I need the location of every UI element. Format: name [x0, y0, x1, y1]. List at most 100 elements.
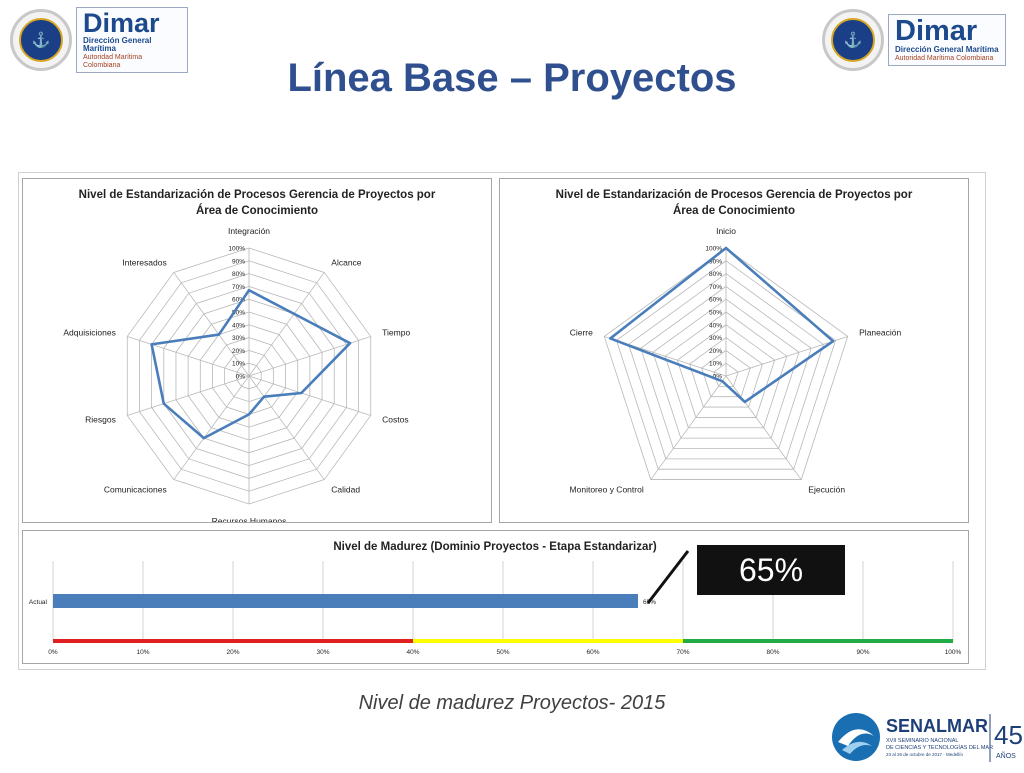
- radar2-tick-label: 10%: [709, 361, 722, 368]
- bar-chart-band: [53, 639, 413, 643]
- radar2-grid-ring: [701, 349, 751, 398]
- radar1-category-label: Costos: [382, 414, 408, 424]
- radar1-spoke: [248, 375, 371, 416]
- radar1-tick-label: 60%: [232, 297, 245, 304]
- bar-chart-x-tick-label: 20%: [226, 649, 239, 656]
- bar-chart-x-tick-label: 100%: [945, 649, 962, 656]
- radar2-category-label: Cierre: [570, 328, 593, 338]
- dimar-logo-right: ⚓ Dimar Dirección General Marítima Autor…: [822, 6, 1022, 74]
- radar1-tick-label: 100%: [228, 246, 245, 253]
- radar1-spoke: [127, 336, 250, 377]
- radar1-tick-label: 50%: [232, 310, 245, 317]
- dimar-logo-text: Dimar Dirección General Marítima Autorid…: [888, 13, 1006, 67]
- radar1-data-point: [202, 436, 206, 440]
- radar2-spoke: [725, 375, 802, 480]
- radar1-data-point: [150, 343, 153, 346]
- radar1-category-label: Riesgos: [85, 414, 116, 424]
- radar-chart-knowledge-areas: Nivel de Estandarización de Procesos Ger…: [22, 178, 492, 526]
- radar2-tick-label: 30%: [709, 335, 722, 342]
- senalmar-name: SENALMAR: [886, 716, 988, 736]
- dimar-seal-icon: ⚓: [10, 9, 72, 71]
- radar2-grid-ring: [689, 337, 763, 408]
- bar-chart-band: [683, 639, 953, 643]
- bar-chart-x-tick-label: 50%: [496, 649, 509, 656]
- senalmar-line1: XVII SEMINARIO NACIONAL: [886, 738, 958, 744]
- radar2-data-point: [609, 337, 612, 340]
- maturity-highlight-box: 65%: [697, 545, 845, 595]
- senalmar-line3: 23 al 26 de octubre de 2017 · Medellín: [886, 752, 964, 757]
- radar2-data-point: [721, 379, 724, 383]
- radar1-category-label: Integración: [228, 226, 270, 236]
- bar-chart-title: Nivel de Madurez (Dominio Proyectos - Et…: [333, 541, 657, 553]
- radar2-tick-label: 90%: [709, 258, 722, 265]
- bar-chart-x-tick-label: 90%: [856, 649, 869, 656]
- slide-title: Línea Base – Proyectos: [287, 56, 737, 100]
- radar2-category-label: Planeación: [859, 328, 901, 338]
- radar2-data-point: [743, 400, 747, 404]
- radar-chart-2-svg: Nivel de Estandarización de Procesos Ger…: [556, 189, 913, 494]
- radar2-category-label: Ejecución: [808, 484, 845, 494]
- radar1-tick-label: 70%: [232, 284, 245, 291]
- senalmar-line2: DE CIENCIAS Y TECNOLOGÍAS DEL MAR: [886, 744, 993, 751]
- radar1-category-label: Alcance: [331, 258, 362, 268]
- radar1-tick-label: 0%: [236, 374, 246, 381]
- radar1-category-label: Tiempo: [382, 328, 410, 338]
- radar-chart-1-svg: Nivel de Estandarización de Procesos Ger…: [63, 189, 436, 526]
- radar2-tick-label: 20%: [709, 348, 722, 355]
- radar1-category-label: Interesados: [122, 258, 166, 268]
- radar2-tick-label: 60%: [709, 297, 722, 304]
- radar2-grid-ring: [640, 285, 812, 449]
- radar1-tick-label: 90%: [232, 258, 245, 265]
- radar2-tick-label: 40%: [709, 322, 722, 329]
- callout-line: [646, 550, 690, 604]
- radar1-spoke: [248, 272, 325, 377]
- bar-chart-bar: [53, 594, 638, 608]
- radar2-data-point: [831, 339, 835, 343]
- radar-chart-process-groups: Nivel de Estandarización de Procesos Ger…: [499, 178, 969, 523]
- bar-chart-x-tick-label: 70%: [676, 649, 689, 656]
- bar-chart-x-tick-label: 30%: [316, 649, 329, 656]
- slide-caption: Nivel de madurez Proyectos- 2015: [358, 692, 666, 714]
- radar2-series-line: [609, 246, 835, 404]
- radar2-title-line-1: Área de Conocimiento: [673, 204, 795, 217]
- senalmar-years-label: AÑOS: [996, 751, 1016, 760]
- radar1-category-label: Comunicaciones: [104, 484, 167, 494]
- radar2-tick-label: 80%: [709, 271, 722, 278]
- radar1-data-point: [247, 289, 251, 292]
- radar1-spoke: [127, 375, 250, 416]
- radar1-category-label: Recursos Humanos: [212, 516, 287, 522]
- radar2-category-label: Inicio: [716, 226, 736, 236]
- radar1-tick-label: 20%: [232, 348, 245, 355]
- radar2-tick-label: 100%: [705, 246, 722, 253]
- dimar-logo-text: Dimar Dirección General Marítima Autorid…: [76, 6, 188, 74]
- radar2-spoke: [725, 336, 848, 377]
- dimar-seal-icon: ⚓: [822, 9, 884, 71]
- radar1-category-label: Calidad: [331, 484, 360, 494]
- bar-chart-band: [413, 639, 683, 643]
- radar1-category-label: Adquisiciones: [63, 328, 115, 338]
- radar1-title-line-0: Nivel de Estandarización de Procesos Ger…: [79, 189, 436, 201]
- radar2-grid-ring: [603, 247, 849, 480]
- radar1-title-line-1: Área de Conocimiento: [196, 204, 318, 217]
- radar2-tick-label: 0%: [713, 374, 723, 381]
- radar2-title-line-0: Nivel de Estandarización de Procesos Ger…: [556, 189, 913, 201]
- senalmar-wave-icon: [832, 713, 880, 761]
- bar-chart-x-tick-label: 40%: [406, 649, 419, 656]
- radar2-grid-ring: [652, 298, 800, 439]
- radar1-tick-label: 40%: [232, 322, 245, 329]
- senalmar-years: 45: [994, 720, 1023, 750]
- bar-chart-x-tick-label: 10%: [136, 649, 149, 656]
- maturity-highlight-value: 65%: [738, 551, 804, 588]
- bar-chart-x-tick-label: 80%: [766, 649, 779, 656]
- bar-chart-x-tick-label: 0%: [48, 649, 58, 656]
- radar2-category-label: Monitoreo y Control: [570, 484, 644, 494]
- radar1-data-point: [300, 391, 303, 395]
- radar2-tick-label: 50%: [709, 310, 722, 317]
- senalmar-logo: SENALMAR XVII SEMINARIO NACIONAL DE CIEN…: [828, 706, 1024, 768]
- radar1-tick-label: 10%: [232, 361, 245, 368]
- radar2-grid-ring: [676, 324, 776, 418]
- radar2-data-point: [724, 246, 728, 250]
- radar1-spoke: [173, 375, 250, 480]
- radar1-data-point: [217, 333, 221, 336]
- bar-chart-x-tick-label: 60%: [586, 649, 599, 656]
